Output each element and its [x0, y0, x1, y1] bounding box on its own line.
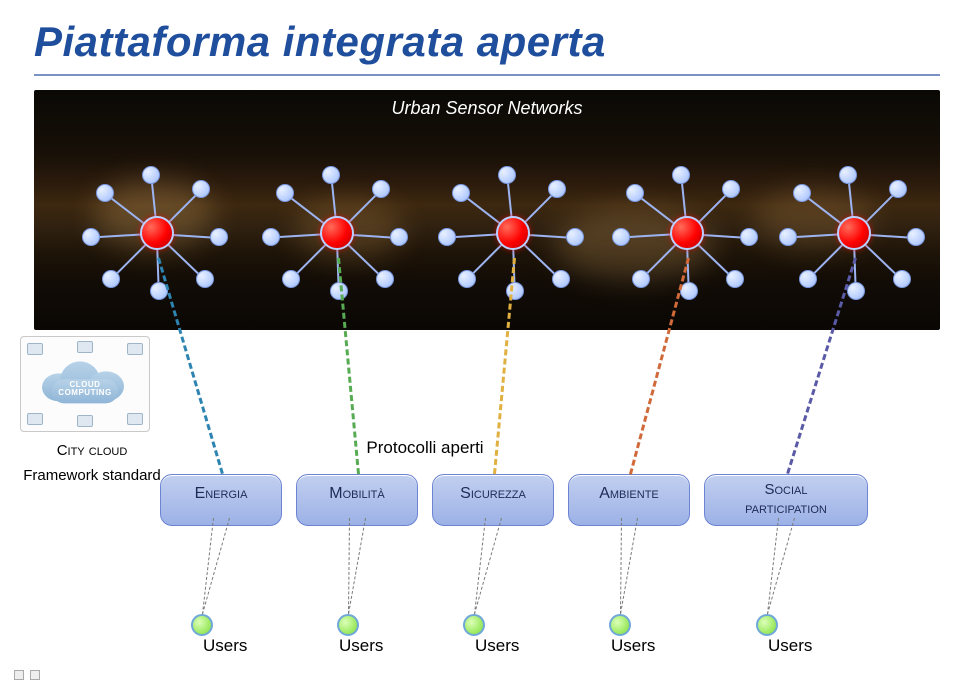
user-label: Users	[611, 636, 655, 656]
footer-icon	[30, 670, 40, 680]
domain-row: Energia Mobilità Sicurezza Ambiente Socialpa…	[160, 474, 868, 526]
user-node	[337, 614, 359, 636]
user-label: Users	[768, 636, 812, 656]
footer-icon	[14, 670, 24, 680]
box-to-user-dash	[767, 518, 779, 614]
user-node	[463, 614, 485, 636]
cloud-text: CLOUD COMPUTING	[21, 381, 149, 397]
hero-label: Urban Sensor Networks	[391, 98, 582, 119]
cloud-badge: CLOUD COMPUTING	[20, 336, 150, 432]
box-to-user-dash	[474, 518, 486, 614]
framework-label: Framework standard	[22, 467, 162, 484]
cloud-line2: COMPUTING	[21, 389, 149, 397]
box-to-user-dash	[474, 518, 502, 614]
domain-box-2: Sicurezza	[432, 474, 554, 526]
box-to-user-dash	[620, 518, 638, 614]
box-to-user-dash	[767, 518, 795, 614]
slide-title: Piattaforma integrata aperta	[0, 0, 960, 70]
city-cloud-label: City cloud	[22, 442, 162, 459]
user-label: Users	[203, 636, 247, 656]
user-label: Users	[475, 636, 519, 656]
domain-box-0: Energia	[160, 474, 282, 526]
user-node	[609, 614, 631, 636]
domain-box-3: Ambiente	[568, 474, 690, 526]
box-to-user-dash	[348, 518, 366, 614]
protocol-label: Protocolli aperti	[365, 438, 485, 458]
user-node	[191, 614, 213, 636]
box-to-user-dash	[202, 518, 230, 614]
user-node	[756, 614, 778, 636]
domain-box-4: Socialparticipation	[704, 474, 868, 526]
left-labels: City cloud Framework standard	[22, 442, 162, 484]
domain-box-1: Mobilità	[296, 474, 418, 526]
user-label: Users	[339, 636, 383, 656]
box-to-user-dash	[202, 518, 214, 614]
title-underline	[34, 74, 940, 76]
